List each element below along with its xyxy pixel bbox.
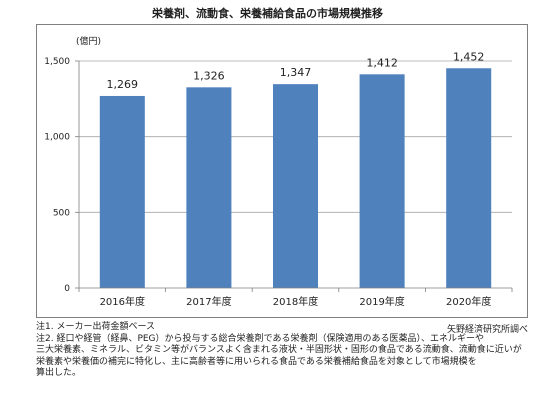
y-unit-label: (億円) (76, 35, 101, 47)
bar (186, 87, 232, 288)
chart-title: 栄養剤、流動食、栄養補給食品の市場規模推移 (152, 7, 383, 20)
y-tick-label: 500 (53, 208, 70, 218)
footnotes: 注1. メーカー出荷金額ベース 注2. 経口や経管（経鼻、PEG）から投与する総… (36, 322, 528, 380)
bar-value-label: 1,412 (366, 56, 398, 69)
chart-frame (36, 24, 528, 318)
bar-value-label: 1,347 (280, 66, 312, 79)
x-category-label: 2020年度 (446, 295, 491, 308)
x-category-label: 2019年度 (359, 295, 404, 308)
bar (359, 74, 405, 288)
footnote-2-line-2: 三大栄養素、ミネラル、ビタミン等がバランスよく含まれる液状・半固形状・固形の食品… (36, 345, 522, 356)
footnote-1: 注1. メーカー出荷金額ベース (36, 322, 155, 332)
bar-value-label: 1,326 (193, 69, 225, 82)
bar-value-label: 1,269 (107, 78, 139, 91)
source-credit: 矢野経済研究所調べ (446, 325, 528, 335)
y-tick-label: 1,500 (44, 57, 70, 67)
y-tick-label: 0 (64, 284, 70, 294)
y-tick-label: 1,000 (44, 133, 70, 143)
footnote-2-line-1: 注2. 経口や経管（経鼻、PEG）から投与する総合栄養剤である栄養剤（保険適用の… (36, 333, 484, 344)
bar (446, 68, 492, 288)
bar (99, 95, 145, 288)
x-category-label: 2018年度 (273, 295, 318, 308)
bar-value-label: 1,452 (453, 50, 485, 63)
bar (272, 84, 319, 289)
x-category-label: 2017年度 (186, 295, 231, 308)
x-category-label: 2016年度 (100, 295, 145, 308)
footnote-2-line-4: 算出した。 (36, 368, 82, 379)
footnote-2-line-3: 栄養素や栄養価の補完に特化し、主に高齢者等に用いられる食品である栄養補給食品を対… (36, 356, 477, 367)
